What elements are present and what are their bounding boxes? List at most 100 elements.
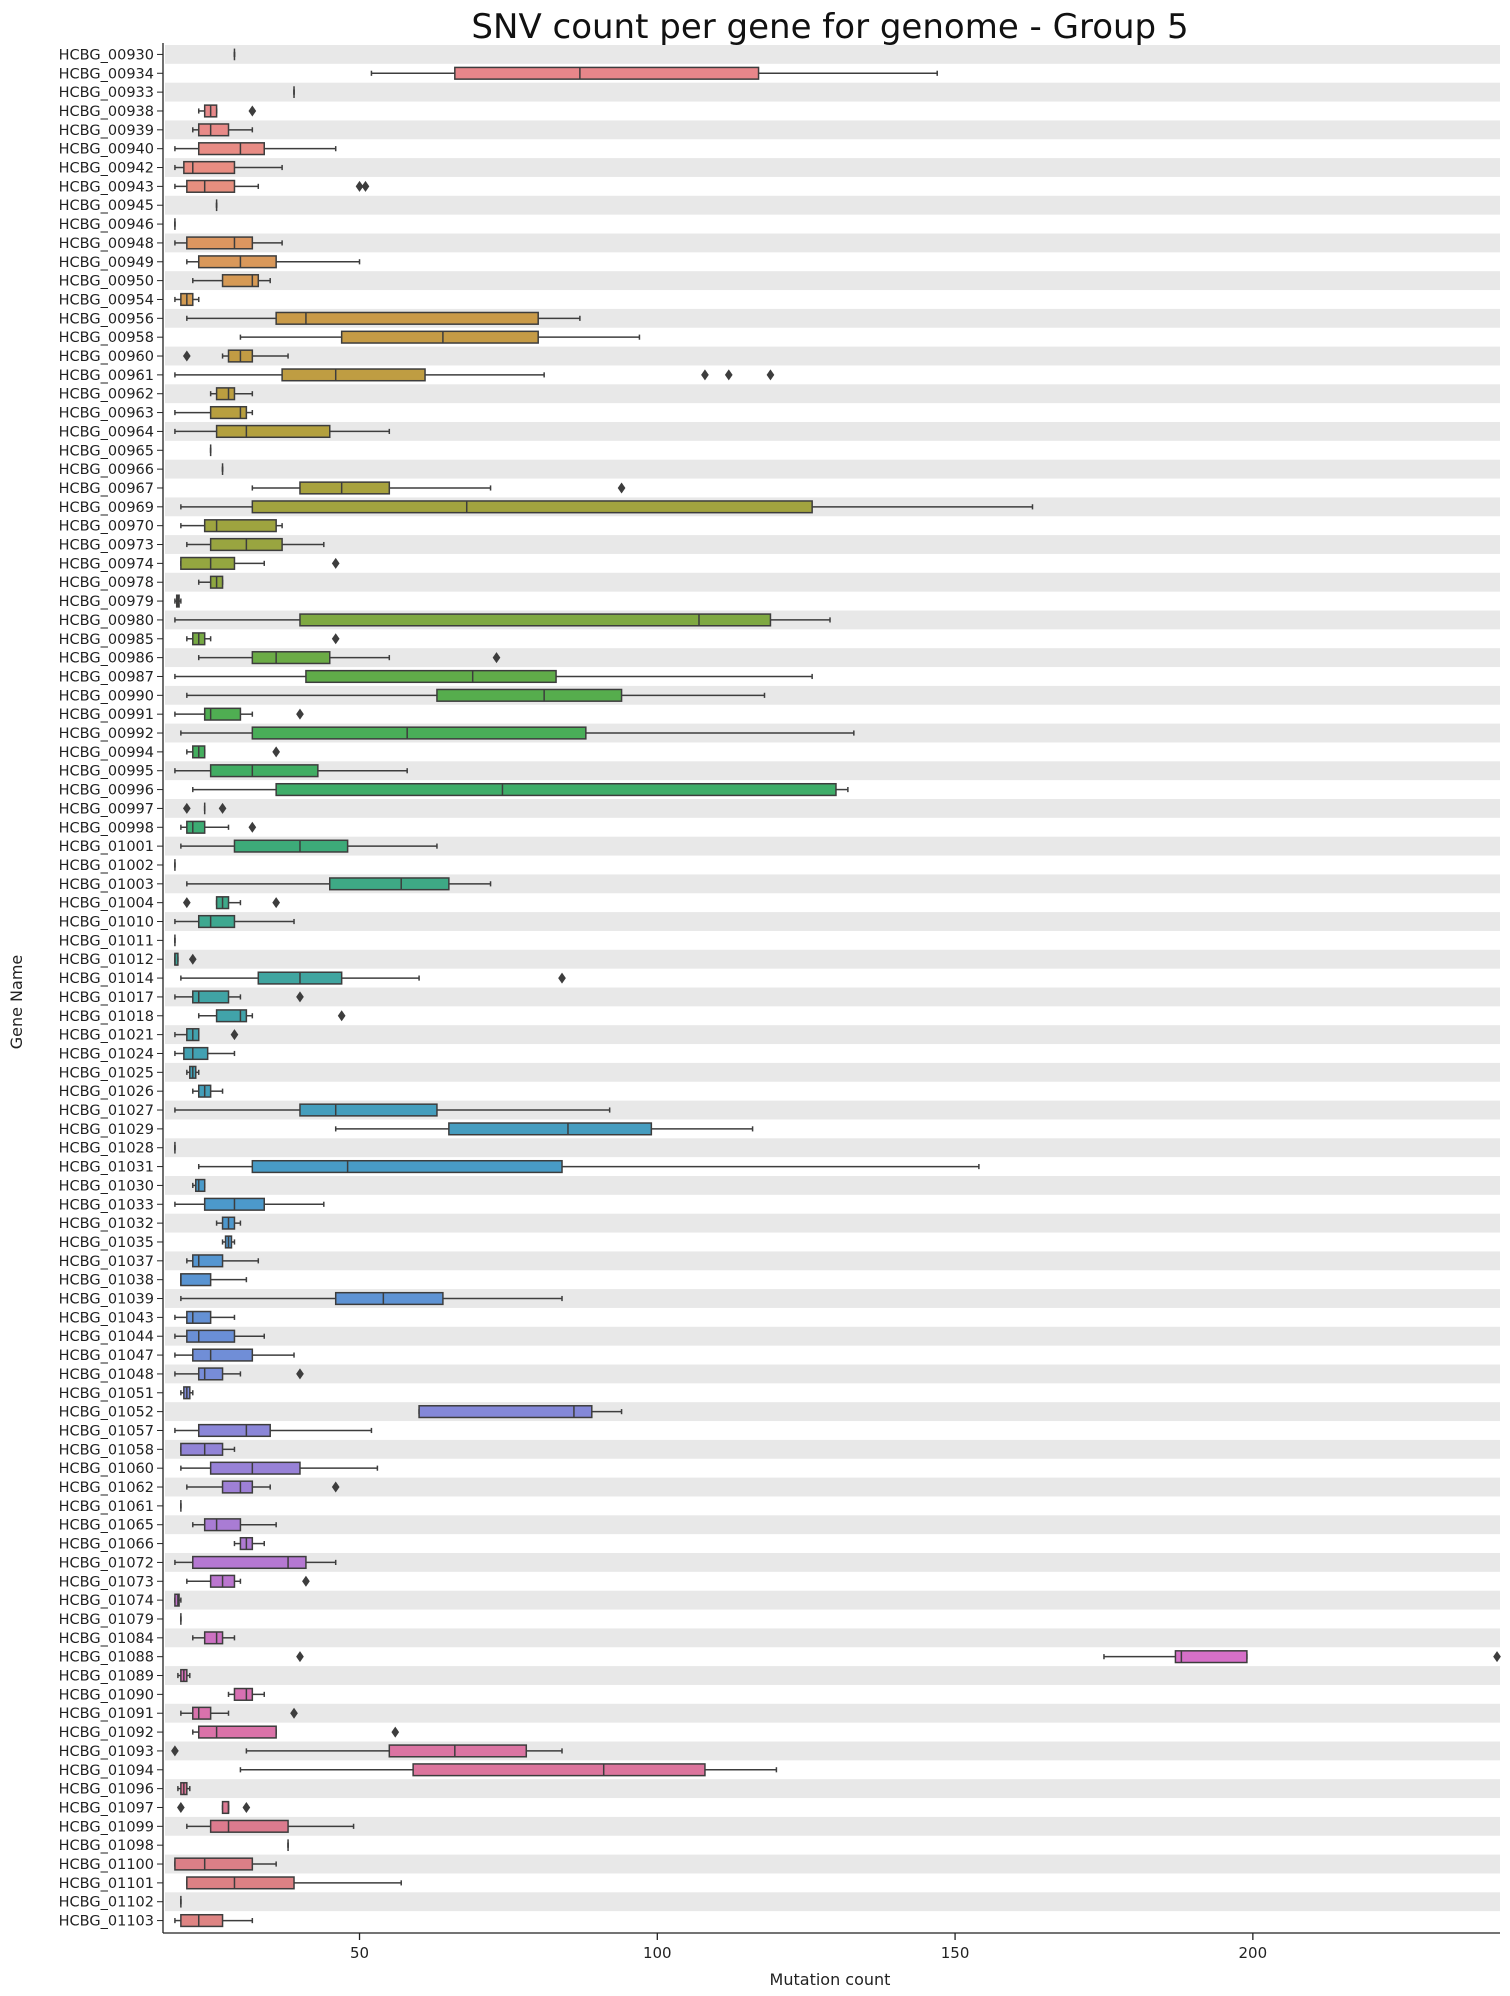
- box-hcbg-01065: [192, 1518, 277, 1532]
- outlier-point: [188, 953, 197, 965]
- box-hcbg-01043: [174, 1310, 236, 1324]
- y-tick-label: HCBG_00978: [59, 575, 154, 591]
- y-tick-label: HCBG_01002: [59, 858, 154, 874]
- y-tick-label: HCBG_01103: [59, 1914, 154, 1930]
- y-tick-label: HCBG_00997: [59, 801, 154, 817]
- y-tick-label: HCBG_01004: [59, 896, 154, 912]
- row-band: [165, 1025, 1500, 1045]
- box-iqr: [186, 236, 254, 250]
- box-iqr: [388, 1744, 528, 1758]
- box-iqr: [209, 1461, 301, 1475]
- box-hcbg-00943: [174, 179, 370, 193]
- box-iqr: [221, 1800, 230, 1815]
- y-tick-label: HCBG_01025: [59, 1065, 154, 1081]
- box-iqr: [275, 782, 837, 797]
- row-band: [165, 912, 1500, 931]
- row-band: [165, 1590, 1500, 1610]
- box-hcbg-01010: [174, 914, 295, 929]
- box-hcbg-01039: [180, 1291, 563, 1306]
- y-tick-label: HCBG_01061: [59, 1499, 154, 1515]
- box-hcbg-00980: [174, 613, 831, 627]
- y-tick-label: HCBG_01001: [59, 839, 154, 855]
- box-hcbg-00970: [180, 519, 283, 533]
- y-tick-label: HCBG_01100: [59, 1857, 154, 1873]
- row-band: [165, 949, 1500, 969]
- box-iqr: [251, 726, 587, 740]
- y-tick-label: HCBG_00942: [59, 161, 154, 177]
- row-band: [165, 799, 1500, 818]
- y-tick-label: HCBG_00974: [59, 556, 154, 572]
- outlier-point: [355, 180, 364, 192]
- box-iqr: [180, 1913, 224, 1928]
- box-iqr: [192, 1254, 224, 1268]
- y-tick-label: HCBG_01032: [59, 1216, 154, 1232]
- box-iqr: [203, 707, 242, 721]
- row-band: [165, 836, 1500, 856]
- y-tick-label: HCBG_01012: [59, 952, 154, 968]
- box-hcbg-00949: [186, 255, 361, 269]
- row-band: [165, 158, 1500, 177]
- box-hcbg-01001: [180, 839, 438, 853]
- x-tick-label: 200: [1239, 1944, 1268, 1962]
- outlier-point: [617, 482, 626, 494]
- box-hcbg-00994: [186, 745, 281, 759]
- y-tick-label: HCBG_01101: [59, 1876, 154, 1892]
- box-hcbg-01094: [239, 1763, 778, 1777]
- box-hcbg-01031: [197, 1159, 980, 1174]
- box-iqr: [329, 877, 450, 891]
- y-tick-label: HCBG_00967: [59, 481, 154, 497]
- y-tick-label: HCBG_00986: [59, 651, 154, 667]
- box-hcbg-00998: [180, 820, 257, 834]
- row-band: [165, 1402, 1500, 1422]
- outlier-point: [558, 972, 566, 984]
- box-hcbg-01017: [174, 990, 304, 1004]
- box-iqr: [251, 1159, 563, 1174]
- box-hcbg-01099: [186, 1819, 355, 1833]
- x-tick-label: 50: [350, 1944, 369, 1962]
- box-hcbg-01103: [174, 1913, 254, 1928]
- row-band: [165, 648, 1500, 668]
- y-tick-label: HCBG_00939: [59, 123, 154, 139]
- box-iqr: [209, 405, 248, 420]
- box-iqr: [215, 387, 236, 401]
- y-tick-label: HCBG_00965: [59, 443, 154, 459]
- row-band: [165, 1364, 1500, 1384]
- row-band: [165, 1779, 1500, 1799]
- y-tick-label: HCBG_01026: [59, 1084, 154, 1100]
- y-tick-label: HCBG_01099: [59, 1819, 154, 1835]
- box-iqr: [192, 1555, 307, 1570]
- y-tick-label: HCBG_01092: [59, 1725, 154, 1741]
- box-hcbg-00973: [186, 537, 325, 552]
- outlier-point: [492, 652, 501, 664]
- row-band: [165, 45, 1500, 64]
- y-tick-label: HCBG_01090: [59, 1687, 154, 1703]
- y-tick-label: HCBG_00961: [59, 368, 154, 384]
- box-iqr: [180, 556, 236, 570]
- y-tick-label: HCBG_00987: [59, 669, 154, 685]
- box-iqr: [215, 424, 331, 439]
- outlier-point: [272, 746, 281, 758]
- box-hcbg-00996: [192, 782, 849, 797]
- y-tick-label: HCBG_00943: [59, 179, 154, 195]
- box-hcbg-01033: [174, 1197, 325, 1211]
- box-hcbg-00934: [370, 66, 938, 80]
- row-band: [165, 459, 1500, 479]
- box-hcbg-01073: [186, 1574, 310, 1588]
- box-hcbg-00990: [186, 688, 766, 702]
- box-iqr: [334, 1291, 444, 1306]
- y-tick-label: HCBG_01033: [59, 1197, 154, 1213]
- outlier-point: [766, 369, 775, 381]
- box-hcbg-00938: [197, 104, 257, 118]
- box-iqr: [412, 1763, 706, 1777]
- row-band: [165, 1892, 1500, 1912]
- box-hcbg-01021: [174, 1028, 239, 1042]
- outlier-point: [1493, 1651, 1501, 1663]
- y-tick-label: HCBG_00962: [59, 387, 154, 403]
- box-iqr: [180, 1442, 224, 1456]
- row-band: [165, 1703, 1500, 1723]
- y-tick-label: HCBG_00994: [59, 745, 154, 761]
- row-band: [165, 1439, 1500, 1459]
- box-iqr: [233, 1687, 254, 1701]
- row-band: [165, 1326, 1500, 1346]
